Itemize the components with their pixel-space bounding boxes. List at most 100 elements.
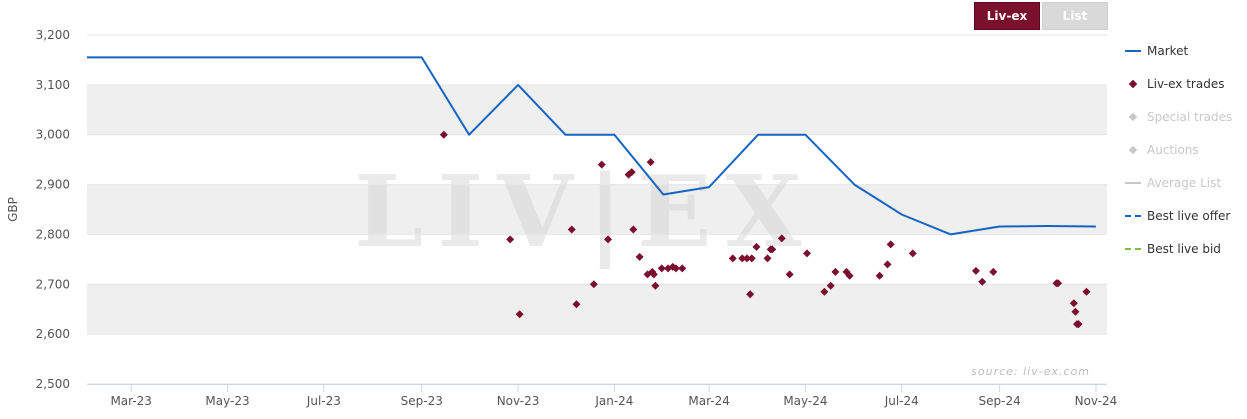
y-tick-label: 2,900 [36,178,70,192]
y-axis-label: GBP [6,197,20,222]
tab-list[interactable]: List [1042,2,1108,30]
plot-band [87,134,1107,185]
legend-label: Best live offer [1147,208,1231,223]
trade-point [572,300,581,309]
trade-point [777,234,786,243]
y-tick-label: 3,000 [36,128,70,142]
trade-point [1069,299,1078,308]
plot-band [87,35,1107,85]
legend-label: Best live bid [1147,241,1221,256]
trade-point [785,270,794,279]
x-tick-label: Sep-23 [401,394,443,408]
legend-label: Market [1147,43,1189,58]
legend-swatch-icon [1125,177,1141,189]
trade-point [820,287,829,296]
x-tick-label: May-23 [205,394,249,408]
y-tick-label: 3,100 [36,78,70,92]
trade-point [657,264,666,273]
legend-swatch-icon [1125,111,1141,123]
tab-liv-ex[interactable]: Liv-ex [974,2,1040,30]
legend-item-average-list[interactable]: Average List [1125,166,1245,199]
legend-item-best-live-bid[interactable]: Best live bid [1125,232,1245,265]
trade-point [671,264,680,273]
legend-item-auctions[interactable]: Auctions [1125,133,1245,166]
y-tick-label: 2,700 [36,277,70,291]
plot-band [87,334,1107,384]
legend-label: Average List [1147,175,1222,190]
trade-point [506,235,515,244]
legend-item-liv-ex-trades[interactable]: Liv-ex trades [1125,67,1245,100]
y-tick-label: 2,600 [36,327,70,341]
trade-point [752,242,761,251]
y-tick-label: 2,500 [36,377,70,391]
trade-point [908,249,917,258]
x-tick-label: Jan-24 [594,394,633,408]
legend-swatch-icon [1125,144,1141,156]
trade-point [1082,287,1091,296]
trade-point [646,158,655,167]
legend-label: Special trades [1147,109,1233,124]
trade-point [763,254,772,263]
trade-point [1074,320,1083,329]
trade-point [747,254,756,263]
plot-band [87,234,1107,285]
legend-item-best-live-offer[interactable]: Best live offer [1125,199,1245,232]
legend-swatch-icon [1125,78,1141,90]
view-tabs: Liv-ex List [974,2,1108,30]
trade-point [738,254,747,263]
trade-point [604,235,613,244]
trade-point [515,310,524,319]
x-tick-label: Sep-24 [979,394,1021,408]
trade-point [678,264,687,273]
x-tick-label: Mar-23 [110,394,151,408]
legend-label: Liv-ex trades [1147,76,1225,91]
x-tick-label: May-24 [783,394,827,408]
trade-point [1071,307,1080,316]
trade-point [768,245,777,254]
watermark-text: LIV|EX [354,155,815,270]
legend-label: Auctions [1147,142,1199,157]
trade-point [803,249,811,258]
legend-item-special-trades[interactable]: Special trades [1125,100,1245,133]
trade-point [649,270,658,279]
legend-swatch-icon [1125,45,1141,57]
trade-point [971,266,980,275]
plot-band [87,184,1107,235]
trade-point [567,225,576,234]
market-line [87,56,1096,236]
chart-legend: Market Liv-ex trades Special trades Auction… [1125,34,1245,265]
trade-point [728,254,737,263]
x-tick-label: Nov-24 [1075,394,1118,408]
trade-point [743,254,751,263]
trade-point [845,271,854,280]
trade-point [1054,279,1063,288]
source-credit: source: liv-ex.com [971,365,1090,378]
x-tick-label: Jul-23 [306,394,341,408]
trade-point [831,267,840,276]
legend-swatch-icon [1125,210,1141,222]
legend-swatch-icon [1125,243,1141,255]
trade-point [886,240,895,249]
trade-point [978,277,987,286]
y-tick-label: 3,200 [36,28,70,42]
plot-band [87,284,1107,335]
trade-point [826,281,835,290]
x-tick-label: Mar-24 [688,394,729,408]
trade-point [989,267,998,276]
trade-point [746,290,755,299]
trade-point [875,271,884,280]
trade-point [651,281,660,290]
trade-point [589,280,598,289]
legend-item-market[interactable]: Market [1125,34,1245,67]
trade-point [597,160,606,169]
x-tick-label: Nov-23 [497,394,540,408]
x-tick-label: Jul-24 [884,394,919,408]
trade-point [635,252,644,261]
plot-band [87,84,1107,135]
trade-point [629,225,638,234]
y-tick-label: 2,800 [36,227,70,241]
trade-point [883,260,892,269]
trade-point [439,130,448,139]
trade-point [627,168,636,177]
